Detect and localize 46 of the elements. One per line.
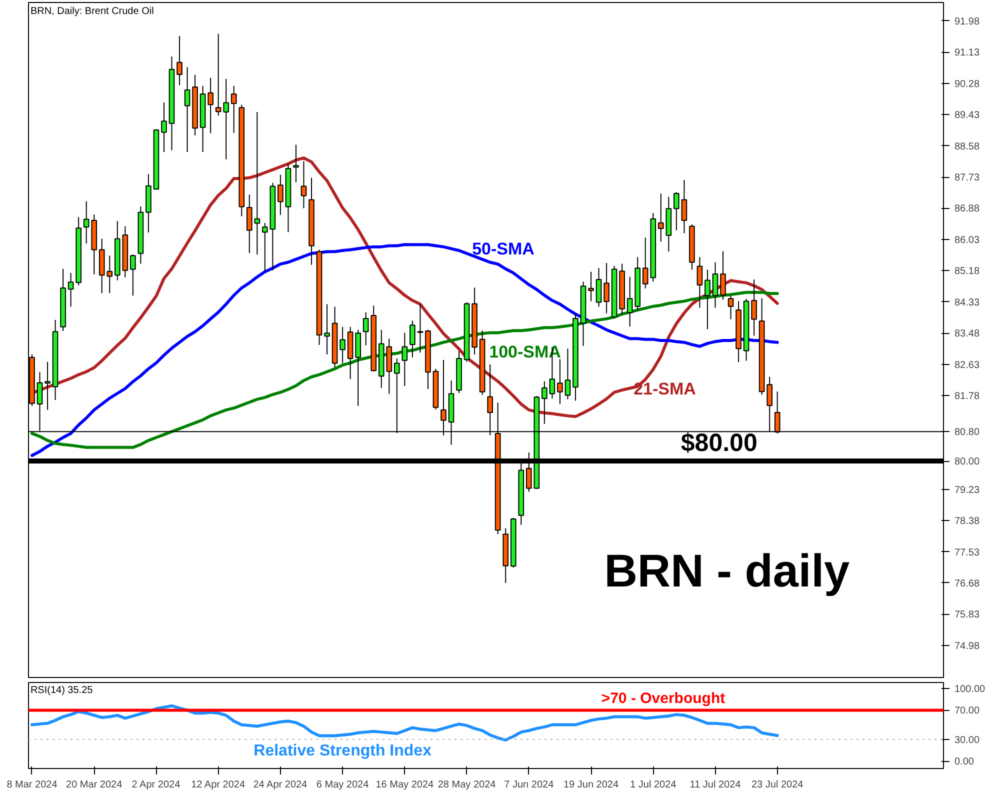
y-tick-label: 75.83 [954, 610, 980, 621]
y-tick-label: 30.00 [954, 734, 980, 746]
y-tick-label: 86.03 [954, 234, 980, 246]
y-tick-label: 88.58 [954, 141, 980, 152]
chart-title: RSI(14) 35.25 [30, 685, 94, 696]
ref-line-label: $80.00 [680, 429, 758, 458]
x-tick-label: 8 Mar 2024 [6, 780, 58, 790]
ref-line-label: >70 - Overbought [601, 690, 726, 708]
x-tick-label: 19 Jun 2024 [563, 780, 619, 790]
y-tick-label: 85.18 [954, 266, 980, 278]
x-tick-label: 24 Apr 2024 [253, 780, 308, 790]
y-tick-label: 70.00 [954, 706, 980, 717]
y-tick-label: 86.88 [954, 204, 980, 215]
x-tick-label: 2 Apr 2024 [132, 780, 181, 790]
x-tick-label: 20 Mar 2024 [66, 780, 123, 790]
y-tick-label: 77.53 [954, 547, 980, 558]
y-tick-label: 90.28 [954, 78, 980, 90]
y-tick-label: 78.38 [954, 516, 980, 528]
x-tick-label: 1 Jul 2024 [630, 780, 677, 790]
y-tick-label: 80.00 [954, 456, 980, 468]
y-tick-label: 79.23 [954, 484, 980, 496]
chart-title: BRN, Daily: Brent Crude Oil [30, 6, 154, 17]
y-tick-label: 82.63 [954, 360, 980, 371]
y-tick-label: 91.13 [954, 48, 980, 59]
y-tick-label: 74.98 [954, 640, 980, 652]
x-tick-label: 23 Jul 2024 [751, 780, 804, 790]
y-tick-label: 76.68 [954, 578, 980, 590]
annotation: BRN - daily [604, 544, 850, 596]
y-tick-label: 81.78 [954, 391, 980, 402]
y-tick-label: 91.98 [954, 16, 980, 28]
y-tick-label: 83.48 [954, 328, 980, 340]
y-tick-label: 89.43 [954, 110, 980, 122]
series-label: Relative Strength Index [254, 742, 432, 760]
x-tick-label: 12 Apr 2024 [191, 780, 246, 790]
x-tick-label: 11 Jul 2024 [690, 780, 742, 790]
x-tick-label: 28 May 2024 [438, 780, 496, 790]
y-tick-label: 0.00 [954, 756, 974, 768]
y-tick-label: 84.33 [954, 297, 980, 308]
series-label: 50-SMA [472, 239, 534, 258]
x-tick-label: 7 Jun 2024 [504, 780, 554, 790]
x-tick-label: 6 May 2024 [316, 780, 370, 790]
y-tick-label: 100.00 [954, 684, 986, 695]
y-tick-label: 87.73 [954, 172, 980, 184]
series-label: 21-SMA [634, 380, 696, 399]
y-tick-label: 80.80 [954, 427, 980, 438]
x-tick-label: 16 May 2024 [376, 780, 434, 790]
